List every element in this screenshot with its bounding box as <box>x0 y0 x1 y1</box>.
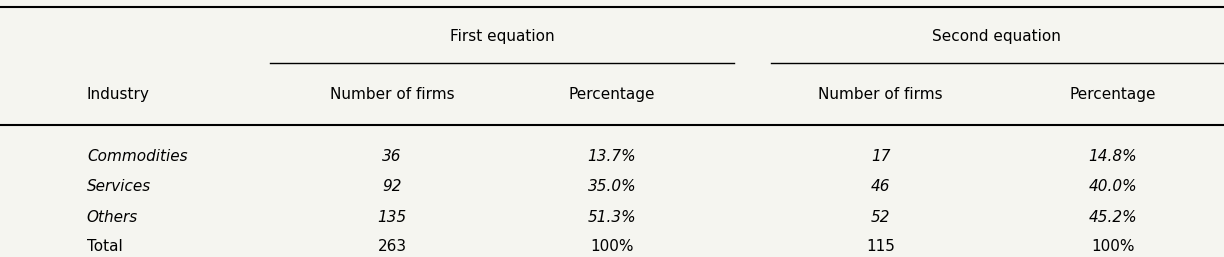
Text: 100%: 100% <box>1091 239 1135 254</box>
Text: 92: 92 <box>382 179 401 195</box>
Text: 36: 36 <box>382 149 401 163</box>
Text: 45.2%: 45.2% <box>1088 210 1137 225</box>
Text: Commodities: Commodities <box>87 149 187 163</box>
Text: Industry: Industry <box>87 87 149 102</box>
Text: Total: Total <box>87 239 122 254</box>
Text: 263: 263 <box>378 239 406 254</box>
Text: 51.3%: 51.3% <box>588 210 636 225</box>
Text: 115: 115 <box>867 239 895 254</box>
Text: Services: Services <box>87 179 151 195</box>
Text: Percentage: Percentage <box>1070 87 1155 102</box>
Text: First equation: First equation <box>449 29 554 44</box>
Text: Number of firms: Number of firms <box>819 87 942 102</box>
Text: 13.7%: 13.7% <box>588 149 636 163</box>
Text: Others: Others <box>87 210 138 225</box>
Text: 100%: 100% <box>590 239 634 254</box>
Text: 52: 52 <box>871 210 890 225</box>
Text: 135: 135 <box>377 210 406 225</box>
Text: Number of firms: Number of firms <box>329 87 454 102</box>
Text: 17: 17 <box>871 149 890 163</box>
Text: Second equation: Second equation <box>933 29 1061 44</box>
Text: Percentage: Percentage <box>569 87 655 102</box>
Text: 14.8%: 14.8% <box>1088 149 1137 163</box>
Text: 40.0%: 40.0% <box>1088 179 1137 195</box>
Text: 46: 46 <box>871 179 890 195</box>
Text: 35.0%: 35.0% <box>588 179 636 195</box>
